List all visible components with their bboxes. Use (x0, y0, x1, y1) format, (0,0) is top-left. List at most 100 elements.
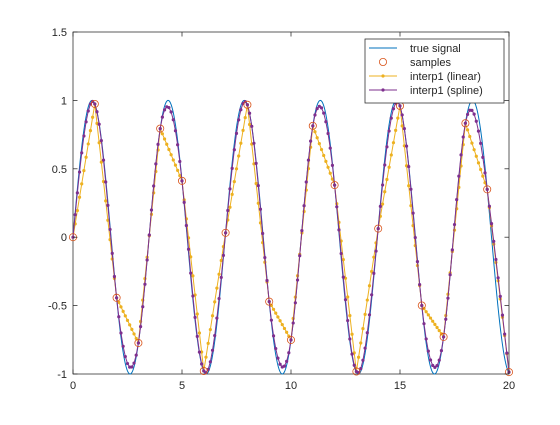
interp1-linear-point (243, 115, 247, 120)
interp1-spline-point (138, 324, 143, 329)
interp1-spline-point (459, 153, 463, 157)
interp1-spline-point (77, 170, 82, 174)
interp1-spline-point (285, 359, 289, 363)
interp1-spline-point (391, 107, 396, 111)
interp1-spline-point (200, 362, 204, 366)
interp1-spline-point (152, 184, 156, 188)
interp1-linear-point (99, 160, 103, 164)
interp1-spline-point (154, 162, 158, 166)
interp1-spline-point (162, 108, 167, 112)
interp1-spline-point (110, 251, 114, 255)
interp1-spline-point (494, 257, 498, 262)
legend-label: interp1 (spline) (410, 85, 483, 97)
interp1-spline-point (326, 131, 330, 136)
legend: true signal samples interp1 (linear) interp… (364, 38, 505, 104)
interp1-spline-point (337, 228, 341, 232)
interp1-spline-point (367, 313, 372, 317)
interp1-spline-point (492, 239, 496, 243)
interp1-spline-point (186, 247, 191, 251)
interp1-spline-point (450, 248, 454, 252)
interp1-linear-point (237, 154, 241, 158)
interp1-linear-point (396, 116, 400, 120)
interp1-spline-point (418, 282, 422, 287)
x-tick-label: 5 (179, 380, 185, 392)
interp1-linear-point (88, 129, 93, 133)
sample-point (504, 368, 513, 377)
interp1-spline-point (461, 135, 465, 139)
interp1-spline-point (221, 253, 226, 257)
interp1-linear-point (160, 132, 164, 136)
interp1-spline-point (487, 204, 491, 208)
interp1-linear-point (391, 141, 396, 145)
interp1-spline-point (271, 334, 276, 338)
interp1-spline-point (346, 318, 350, 323)
interp1-spline-point (324, 120, 328, 124)
interp1-linear-point (128, 323, 132, 327)
interp1-spline-point (422, 322, 426, 326)
interp1-linear-point (437, 329, 441, 333)
sample-point (177, 176, 186, 185)
interp1-spline-point (376, 226, 380, 231)
interp1-spline-point (82, 134, 86, 138)
interp1-spline-point (132, 361, 136, 365)
interp1-spline-point (145, 258, 149, 262)
interp1-spline-point (121, 344, 125, 348)
interp1-spline-point (383, 163, 387, 167)
interp1-spline-point (108, 227, 112, 232)
interp1-spline-point (503, 332, 507, 336)
interp1-spline-point (265, 278, 269, 283)
interp1-linear-point (367, 284, 372, 288)
interp1-linear-point (239, 141, 243, 145)
interp1-spline-point (300, 229, 304, 233)
interp1-spline-point (213, 333, 217, 338)
interp1-spline-point (93, 102, 97, 106)
interp1-linear-point (165, 142, 169, 146)
interp1-spline-point (339, 251, 343, 256)
interp1-spline-point (313, 113, 317, 117)
interp1-spline-point (457, 174, 461, 178)
interp1-spline-point (363, 346, 367, 350)
interp1-linear-point (361, 327, 365, 331)
interp1-linear-point (256, 201, 260, 205)
interp1-linear-point (75, 208, 79, 213)
interp1-linear-point (82, 168, 86, 173)
interp1-linear-point (219, 258, 223, 263)
interp1-spline-point (237, 118, 241, 122)
interp1-linear-point (426, 313, 430, 317)
interp1-spline-point (315, 107, 319, 111)
legend-entries: true signal samples interp1 (linear) interp… (369, 43, 483, 97)
interp1-spline-point (361, 358, 365, 362)
interp1-linear-point (365, 298, 369, 302)
interp1-spline-point (380, 183, 385, 187)
interp1-spline-point (106, 203, 110, 207)
interp1-spline-point (365, 331, 369, 335)
interp1-linear-point (322, 153, 326, 158)
interp1-spline-point (117, 315, 121, 319)
interp1-spline-point (245, 103, 249, 107)
interp1-linear-point (228, 205, 232, 209)
sample-point (199, 366, 208, 375)
interp1-spline-point (352, 363, 356, 367)
interp1-spline-point (197, 350, 202, 354)
interp1-spline-point (319, 106, 324, 110)
sample-point (461, 119, 470, 128)
interp1-spline-point (400, 113, 404, 117)
interp1-linear-point (213, 300, 217, 304)
series-layer (69, 99, 513, 377)
interp1-spline-point (232, 148, 236, 152)
interp1-linear-point (123, 314, 127, 318)
sample-point (156, 124, 165, 133)
interp1-linear-point (189, 255, 193, 259)
interp1-spline-point (147, 233, 151, 237)
interp1-spline-point (86, 109, 90, 113)
interp1-spline-point (191, 294, 195, 298)
sample-point (243, 100, 252, 109)
interp1-spline-point (169, 110, 173, 114)
interp1-linear-point (80, 182, 84, 186)
interp1-spline-point (343, 298, 348, 302)
interp1-spline-point (269, 318, 273, 322)
interp1-linear-point (104, 199, 108, 203)
interp1-linear-point (167, 147, 171, 152)
sample-point (352, 367, 361, 376)
interp1-linear-point (169, 153, 173, 157)
